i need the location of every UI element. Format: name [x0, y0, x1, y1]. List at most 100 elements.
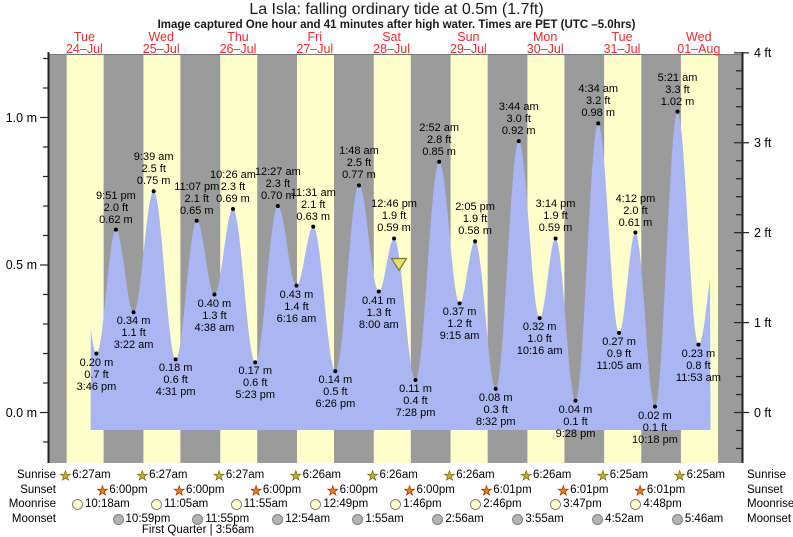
moonset-marker: 12:54am [272, 513, 330, 526]
high-tide-label: 11:07 pm 2.1 ft 0.65 m [174, 181, 219, 217]
time-label: 6:00pm [109, 483, 148, 496]
day-header: Wed 25–Jul [142, 30, 180, 56]
tide-label-line: 0.61 m [618, 216, 653, 229]
time-label: 5:46am [684, 512, 724, 525]
tide-label-line: 11:07 pm [174, 180, 220, 193]
tide-label-line: 10:26 am [210, 168, 256, 181]
tide-extreme-dot [275, 204, 280, 208]
row-caption-sunrise-left: Sunrise [17, 469, 56, 481]
tide-label-line: 0.6 ft [163, 374, 188, 387]
time-label: 11:55pm [205, 512, 250, 525]
moonrise-icon [230, 499, 242, 510]
moonset-marker: 11:55pm [192, 513, 249, 526]
day-header: Tue 24–Jul [66, 30, 103, 56]
sunset-star-icon: ★ [173, 482, 186, 498]
tide-label-line: 2.3 ft [220, 180, 246, 193]
tide-label-line: 0.70 m [261, 190, 295, 202]
moonset-icon [272, 513, 284, 525]
tide-extreme-dot [457, 301, 462, 306]
tide-label-line: 2.3 ft [265, 178, 291, 190]
time-label: 6:00pm [416, 483, 455, 496]
tide-label-line: 11:31 am [290, 186, 336, 199]
tide-extreme-dot [413, 378, 418, 383]
day-header: Fri 27–Jul [296, 30, 333, 56]
tide-label-line: 3:14 pm [535, 198, 576, 211]
day-name: Thu [227, 30, 249, 44]
day-name: Mon [533, 30, 558, 44]
sunset-star-icon: ★ [557, 482, 570, 498]
day-name: Wed [148, 30, 174, 44]
tide-extreme-dot [617, 330, 622, 335]
tide-label-line: 0.77 m [342, 169, 376, 182]
time-label: 11:55am [243, 498, 288, 510]
sunrise-star-icon: ★ [289, 468, 302, 483]
row-caption-moonrise-right: Moonrise [747, 498, 793, 510]
tide-label-line: 9:15 am [439, 330, 480, 343]
sunset-marker: ★ 6:00pm [403, 483, 455, 497]
y-axis-label-m: 0.0 m [5, 405, 37, 420]
moonset-icon [192, 513, 204, 525]
y-axis-label-m: 0.5 m [5, 258, 37, 272]
day-date: 31–Jul [603, 42, 641, 56]
tide-label-line: 0.32 m [522, 321, 557, 334]
tide-extreme-dot [437, 159, 442, 164]
low-tide-label: 0.34 m 1.1 ft 3:22 am [114, 315, 154, 351]
sunrise-star-icon: ★ [520, 468, 533, 483]
row-caption-moonset-right: Moonset [747, 512, 792, 525]
day-header: Mon 30–Jul [527, 30, 564, 56]
tide-label-line: 12:46 pm [371, 198, 417, 211]
sunset-marker: ★ 6:00pm [250, 483, 302, 497]
tide-label-line: 0.43 m [279, 288, 314, 301]
tide-label-line: 0.59 m [377, 222, 411, 235]
moonset-marker: 2:56am [432, 512, 484, 526]
moonset-marker: 4:52am [592, 513, 644, 526]
time-label: 2:56am [445, 512, 484, 525]
sunset-marker: ★ 6:00pm [327, 483, 378, 497]
high-tide-label: 5:21 am 3.3 ft 1.02 m [658, 72, 698, 108]
day-header: Tue 31–Jul [603, 31, 641, 56]
tide-extreme-dot [253, 360, 258, 365]
tide-label-line: 2.5 ft [141, 163, 166, 176]
time-label: 3:47pm [563, 498, 602, 510]
row-caption-sunrise-right: Sunrise [747, 469, 786, 481]
moonset-marker: 3:55am [512, 513, 564, 526]
low-tide-label: 0.41 m 1.3 ft 8:00 am [359, 295, 399, 331]
time-label: 6:27am [72, 469, 111, 481]
day-date: 25–Jul [142, 42, 180, 56]
tide-label-line: 0.7 ft [84, 368, 109, 381]
moonrise-marker: 3:47pm [550, 498, 602, 511]
y-axis-label-ft: 2 ft [754, 225, 772, 240]
moonrise-marker: 2:46pm [470, 498, 522, 511]
tide-extreme-dot [212, 292, 217, 297]
low-tide-label: 0.18 m 0.6 ft 4:31 pm [156, 362, 196, 398]
moonrise-marker: 1:46pm [390, 498, 442, 511]
time-label: 6:00pm [262, 483, 302, 496]
tide-extreme-dot [356, 183, 361, 188]
tide-label-line: 2.1 ft [184, 192, 209, 205]
tide-label-line: 0.23 m [681, 347, 716, 360]
tide-extreme-dot [194, 218, 199, 223]
time-label: 6:26am [456, 469, 495, 481]
high-tide-label: 1:48 am 2.5 ft 0.77 m [339, 145, 379, 181]
day-name: Fri [307, 30, 323, 44]
tide-label-line: 9:51 pm [96, 189, 136, 202]
tide-extreme-dot [516, 139, 521, 144]
moonrise-icon [310, 499, 322, 510]
tide-label-line: 3.0 ft [506, 113, 531, 126]
moonset-icon [432, 513, 444, 525]
day-date: 01–Aug [677, 42, 721, 56]
time-label: 10:18am [84, 498, 130, 510]
sunrise-marker: ★ 6:26am [443, 469, 495, 483]
tide-label-line: 2.5 ft [346, 157, 372, 170]
tide-label-line: 10:16 am [516, 345, 563, 358]
low-tide-label: 0.08 m 0.3 ft 8:32 pm [476, 392, 516, 428]
moonset-icon [512, 513, 524, 525]
tide-extreme-dot [151, 189, 156, 194]
sunrise-marker: ★ 6:27am [213, 469, 264, 483]
tide-label-line: 7:28 pm [395, 407, 436, 420]
moonset-icon [112, 513, 124, 525]
moonset-marker: 5:46am [671, 512, 724, 526]
day-name: Tue [73, 30, 95, 44]
high-tide-label: 4:34 am 3.2 ft 0.98 m [578, 83, 618, 119]
